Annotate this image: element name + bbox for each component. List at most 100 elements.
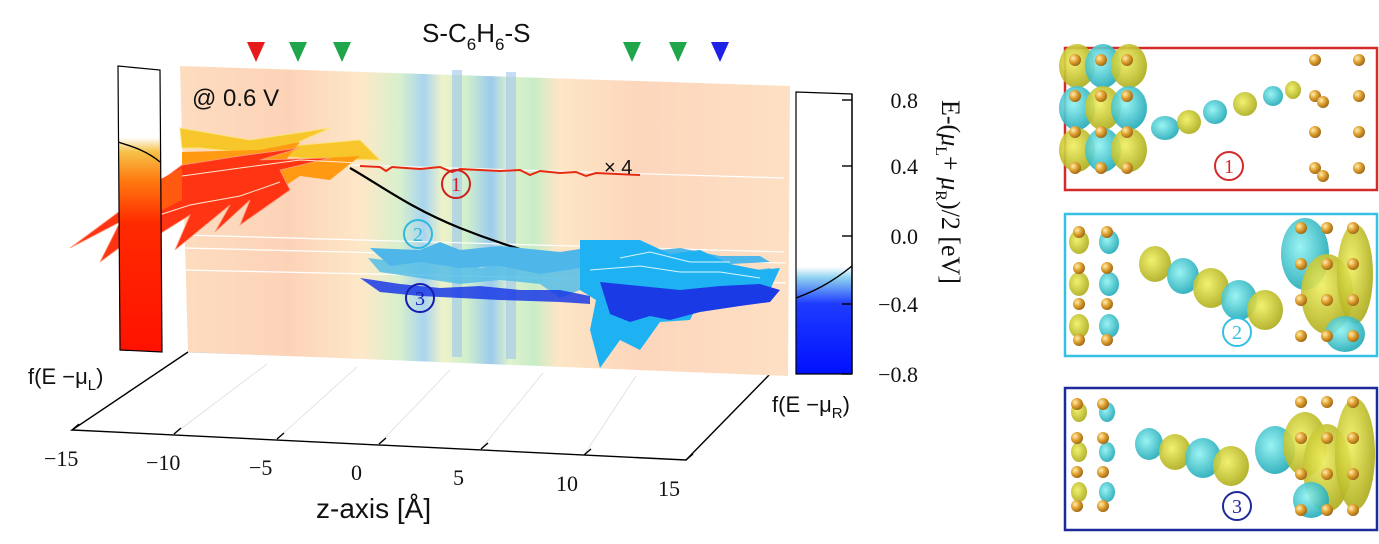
- gold-atom: [1097, 432, 1109, 444]
- gold-atom: [1121, 54, 1133, 66]
- gold-atom: [1317, 170, 1329, 182]
- gold-atom: [1353, 90, 1365, 102]
- gold-atom: [1347, 330, 1359, 342]
- orbital-lobe: [1111, 128, 1147, 172]
- z-tick-label: 5: [453, 465, 464, 490]
- gold-atom: [1095, 90, 1107, 102]
- gold-atom: [1095, 54, 1107, 66]
- right-fermi-panel: [795, 91, 853, 375]
- right-fermi-curve: [795, 265, 853, 299]
- orbital-lobe: [1335, 398, 1375, 510]
- gold-atom: [1309, 126, 1321, 138]
- site-markers: [247, 42, 729, 62]
- orbital-lobe: [1099, 442, 1115, 462]
- energy-tick-labels: 0.8 0.4 0.0 −0.4 −0.8: [878, 88, 918, 387]
- state-labels: 1 2 3: [403, 169, 471, 313]
- gold-atom: [1073, 226, 1085, 238]
- orbital-lobe: [1111, 44, 1147, 88]
- z-tick-label: 15: [658, 476, 680, 501]
- orbital-panels: 1 2 3: [1059, 44, 1379, 532]
- gold-atom: [1353, 54, 1365, 66]
- orbital-lobe: [1193, 268, 1229, 308]
- energy-tick-label: 0.4: [891, 154, 919, 179]
- orbital-lobe: [1099, 482, 1115, 502]
- orbital-lobe: [1185, 438, 1221, 478]
- marker-triangle: [711, 42, 729, 62]
- z-tick: [378, 437, 387, 445]
- orbital-lobe: [1059, 128, 1095, 172]
- gold-atom: [1295, 432, 1307, 444]
- gold-atom: [1321, 294, 1333, 306]
- orbital-lobe: [1085, 44, 1121, 88]
- gold-atom: [1295, 258, 1307, 270]
- floor-gridlines: [173, 363, 637, 456]
- marker-triangle: [247, 42, 265, 62]
- gold-atom: [1101, 298, 1113, 310]
- gold-atom: [1071, 432, 1083, 444]
- energy-tick-label: −0.4: [878, 292, 918, 317]
- state1-line: [359, 165, 641, 178]
- orbital-lobe: [1071, 482, 1087, 502]
- left-fermi-curve: [117, 141, 161, 163]
- gold-atom: [1321, 222, 1333, 234]
- gold-atom: [1073, 298, 1085, 310]
- gold-atom: [1071, 398, 1083, 410]
- gold-atom: [1295, 468, 1307, 480]
- gold-atom: [1321, 258, 1333, 270]
- orbital-panel-circle: [1222, 317, 1252, 347]
- gold-atom: [1121, 90, 1133, 102]
- gold-atom: [1071, 466, 1083, 478]
- gold-atom: [1353, 162, 1365, 174]
- gold-atom: [1295, 294, 1307, 306]
- gold-atom: [1347, 222, 1359, 234]
- gold-atom: [1321, 330, 1333, 342]
- gold-atom: [1295, 330, 1307, 342]
- energy-tick-label: 0.8: [891, 88, 919, 113]
- orbital-lobe: [1071, 442, 1087, 462]
- orbital-lobe: [1213, 446, 1249, 486]
- gold-atom: [1101, 226, 1113, 238]
- gold-atom: [1095, 162, 1107, 174]
- orbital-panel-number: 2: [1232, 322, 1242, 344]
- energy-tick-label: 0.0: [891, 224, 919, 249]
- gold-atom: [1073, 334, 1085, 346]
- state-circle: [403, 219, 433, 249]
- right-energy-ticks: [842, 94, 853, 375]
- gold-atom: [1347, 468, 1359, 480]
- orbital-panel-number: 3: [1232, 496, 1242, 518]
- gold-atom: [1069, 90, 1081, 102]
- gold-atom: [1097, 398, 1109, 410]
- orbital-lobe: [1167, 258, 1199, 294]
- z-tick-label: −15: [44, 446, 78, 471]
- orbital-lobe: [1285, 81, 1301, 99]
- gold-atom: [1295, 222, 1307, 234]
- orbital-lobe: [1111, 86, 1147, 130]
- z-axis-ticks: [71, 423, 694, 461]
- gold-atom: [1321, 432, 1333, 444]
- stripe-blue-left: [452, 70, 462, 357]
- orbital-panel-2: 2: [1063, 212, 1379, 358]
- z-tick-label: −5: [249, 455, 272, 480]
- z-tick: [173, 427, 182, 435]
- gold-atom: [1121, 162, 1133, 174]
- left-fermi-panel: [117, 65, 163, 353]
- orbital-lobe: [1099, 314, 1119, 338]
- state-number: 1: [451, 174, 461, 196]
- gold-atom: [1071, 500, 1083, 512]
- z-tick-label: −10: [146, 450, 180, 475]
- gold-atom: [1321, 396, 1333, 408]
- gold-atom: [1069, 126, 1081, 138]
- orbital-panel-circle: [1222, 491, 1252, 521]
- state-number: 2: [413, 224, 423, 246]
- gold-atom: [1097, 466, 1109, 478]
- state-number: 3: [415, 288, 425, 310]
- stripe-blue-right: [506, 72, 516, 359]
- gold-atom: [1321, 468, 1333, 480]
- marker-triangle: [289, 42, 307, 62]
- orbital-lobe: [1069, 272, 1089, 296]
- bias-label: @ 0.6 V: [192, 85, 279, 112]
- energy-tick-label: −0.8: [878, 362, 918, 387]
- orbital-lobe: [1233, 92, 1257, 116]
- orbital-lobe: [1151, 116, 1179, 140]
